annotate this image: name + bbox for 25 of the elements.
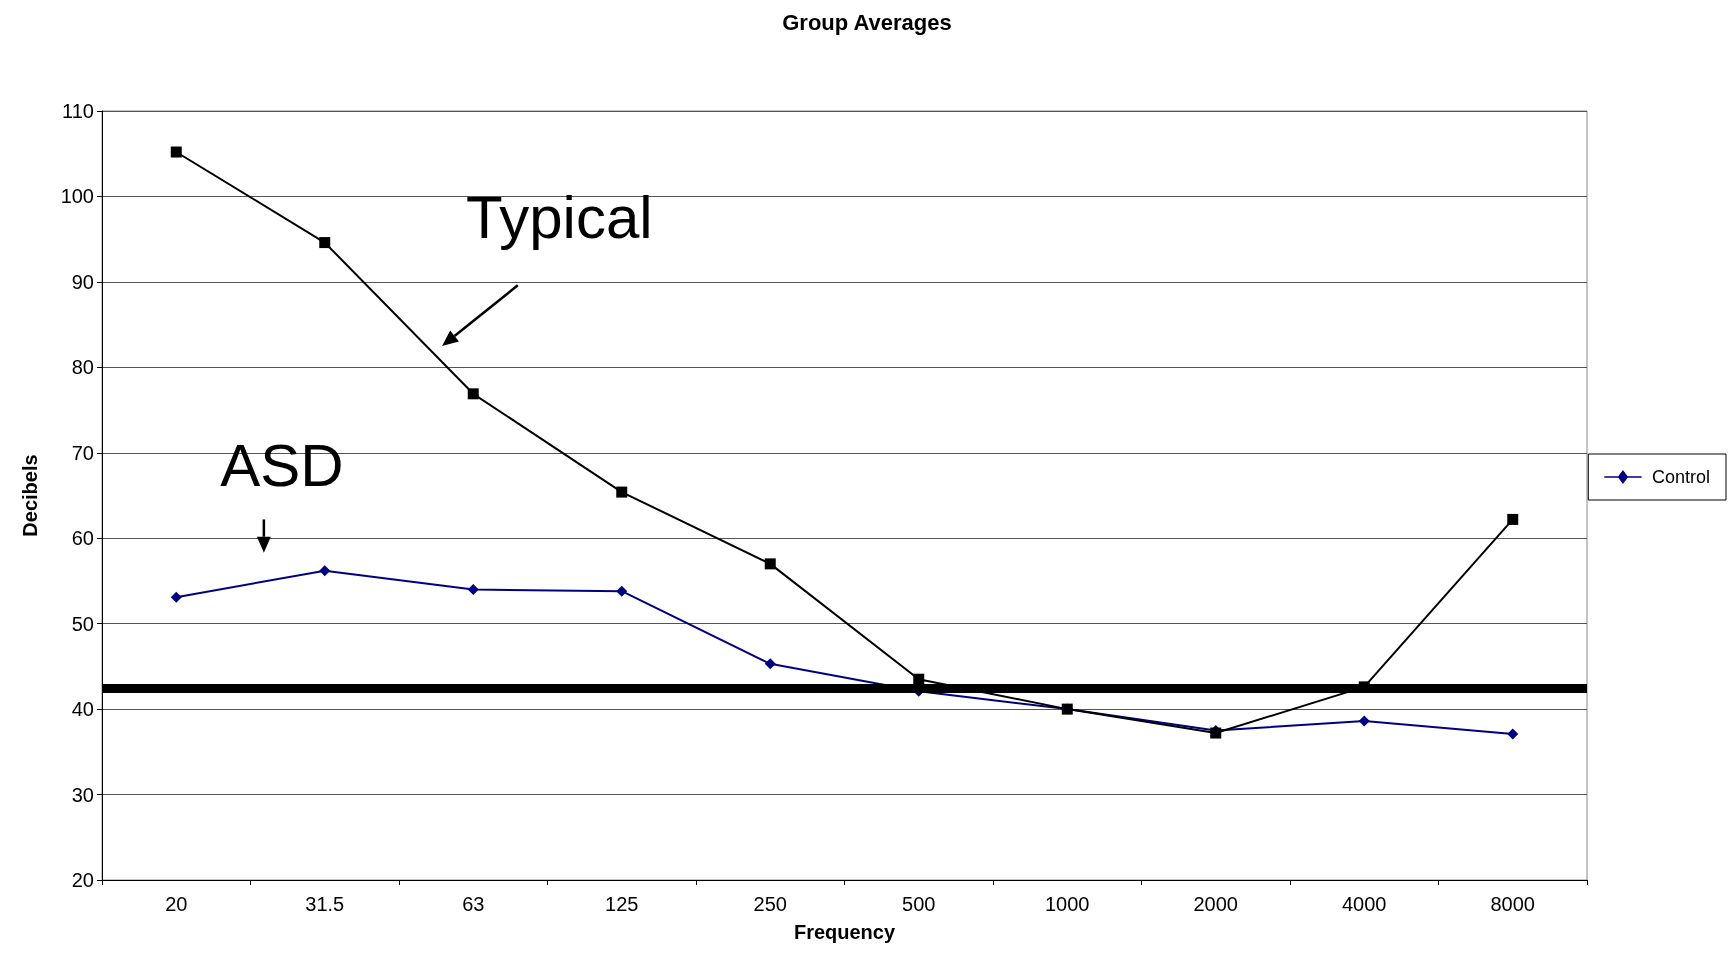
- x-axis-title: Frequency: [793, 921, 896, 943]
- legend-label: Control: [1651, 467, 1711, 487]
- y-tick-label: 70: [71, 441, 94, 464]
- chart-title: Group Averages: [782, 9, 952, 35]
- x-tick-label: 250: [753, 893, 787, 915]
- x-tick-label: 20: [165, 893, 188, 915]
- x-tick-label: 500: [902, 893, 936, 915]
- y-tick-label: 80: [71, 356, 94, 379]
- x-tick-label: 31.5: [305, 893, 345, 915]
- x-tick-label: 2000: [1193, 893, 1238, 915]
- y-tick-label: 110: [62, 100, 94, 122]
- x-tick-label: 1000: [1045, 893, 1090, 915]
- x-tick-label: 125: [605, 893, 639, 915]
- y-tick-label: 30: [71, 783, 94, 806]
- annotation: Typical: [465, 183, 653, 251]
- y-tick-label: 50: [71, 612, 94, 635]
- x-tick-label: 8000: [1490, 893, 1535, 915]
- y-tick-label: 100: [60, 185, 94, 208]
- y-tick-label: 40: [71, 698, 94, 721]
- y-tick-label: 20: [71, 869, 94, 891]
- y-tick-label: 60: [71, 527, 94, 550]
- x-tick-label: 63: [462, 893, 485, 915]
- y-axis-title: Decibels: [19, 454, 41, 537]
- x-tick-label: 4000: [1342, 893, 1387, 915]
- y-tick-label: 90: [71, 270, 94, 293]
